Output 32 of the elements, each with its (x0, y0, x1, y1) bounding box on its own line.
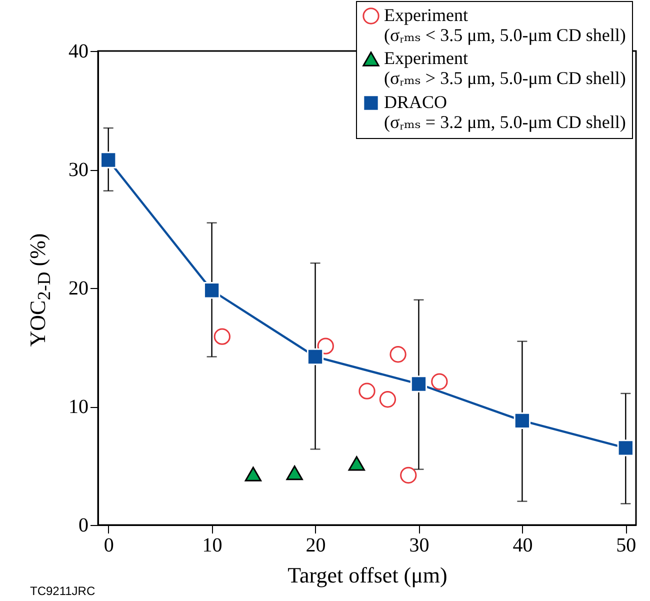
point (410, 376, 428, 392)
point (379, 391, 396, 408)
point (100, 152, 117, 168)
point (214, 328, 230, 345)
point (390, 346, 406, 363)
x-tick-label: 50 (616, 534, 636, 556)
point (203, 282, 220, 299)
y-tick-label: 10 (68, 396, 88, 418)
legend-label: Experiment (σᵣₘₛ < 3.5 μm, 5.0-μm CD shell) (384, 5, 626, 45)
point (306, 348, 324, 366)
x-tick-label: 0 (104, 534, 114, 556)
legend-label: DRACO (σᵣₘₛ = 3.2 μm, 5.0-μm CD shell) (384, 92, 626, 132)
y-tick-label: 30 (68, 159, 88, 181)
point (514, 412, 531, 430)
x-tick-label: 40 (512, 534, 533, 556)
y-tick-label: 20 (68, 278, 88, 300)
y-tick-label: 40 (68, 40, 88, 62)
point (348, 456, 365, 471)
point (244, 466, 262, 482)
x-tick-label: 20 (306, 534, 326, 556)
point (286, 466, 303, 480)
x-tick-label: 30 (409, 534, 430, 556)
point (617, 440, 634, 456)
point (317, 338, 334, 354)
x-axis-title: Target offset (μm) (288, 562, 448, 588)
point (358, 382, 376, 400)
x-tick-label: 10 (202, 534, 222, 556)
point (400, 466, 417, 484)
legend-label: Experiment (σᵣₘₛ > 3.5 μm, 5.0-μm CD shell) (384, 48, 626, 88)
y-tick-label: 0 (78, 514, 88, 536)
text: TC9211JRC (30, 584, 96, 598)
point (431, 373, 448, 390)
